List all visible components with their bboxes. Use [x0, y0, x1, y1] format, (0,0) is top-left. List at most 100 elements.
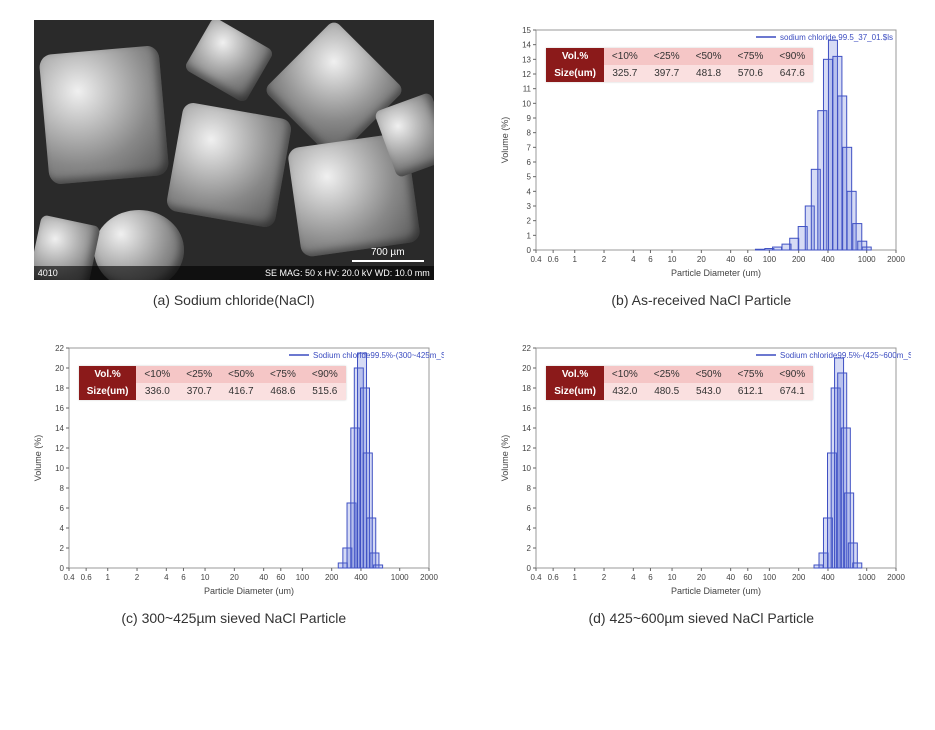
table-cell: 432.0 [604, 383, 646, 400]
chart-c: 02468101214161820220.40.6124610204060100… [24, 338, 444, 598]
svg-text:7: 7 [527, 143, 532, 152]
svg-text:sodium chloride 99.5_37_01.$ls: sodium chloride 99.5_37_01.$ls [780, 33, 893, 42]
svg-text:Volume (%): Volume (%) [500, 117, 510, 164]
svg-text:1: 1 [527, 231, 532, 240]
svg-text:2000: 2000 [420, 573, 438, 582]
panel-c: 02468101214161820220.40.6124610204060100… [20, 338, 448, 626]
table-cell: 515.6 [304, 383, 346, 400]
inset-table-d: Vol.%<10%<25%<50%<75%<90%Size(um)432.048… [546, 366, 813, 400]
svg-text:Volume (%): Volume (%) [33, 435, 43, 482]
svg-text:4: 4 [527, 524, 532, 533]
inset-table-b: Vol.%<10%<25%<50%<75%<90%Size(um)325.739… [546, 48, 813, 82]
chart-b: 01234567891011121314150.40.6124610204060… [491, 20, 911, 280]
svg-text:200: 200 [325, 573, 339, 582]
svg-text:14: 14 [55, 424, 64, 433]
svg-text:60: 60 [276, 573, 285, 582]
svg-text:100: 100 [763, 573, 777, 582]
caption-b: (b) As-received NaCl Particle [611, 292, 791, 308]
svg-text:20: 20 [697, 255, 706, 264]
table-cell: 543.0 [688, 383, 730, 400]
svg-text:14: 14 [522, 41, 531, 50]
svg-text:3: 3 [527, 202, 532, 211]
svg-text:0.6: 0.6 [80, 573, 92, 582]
svg-text:2: 2 [527, 544, 532, 553]
svg-text:5: 5 [527, 173, 532, 182]
svg-text:20: 20 [55, 364, 64, 373]
svg-text:0.6: 0.6 [548, 255, 560, 264]
table-cell: <10% [136, 366, 178, 383]
svg-text:10: 10 [668, 573, 677, 582]
svg-text:Volume (%): Volume (%) [500, 435, 510, 482]
svg-text:400: 400 [822, 573, 836, 582]
svg-text:1000: 1000 [858, 255, 876, 264]
svg-text:100: 100 [763, 255, 777, 264]
svg-text:1000: 1000 [858, 573, 876, 582]
table-cell: 370.7 [178, 383, 220, 400]
svg-text:10: 10 [200, 573, 209, 582]
svg-text:8: 8 [527, 484, 532, 493]
table-cell: 468.6 [262, 383, 304, 400]
svg-text:16: 16 [522, 404, 531, 413]
svg-text:6: 6 [648, 573, 653, 582]
table-cell: <25% [646, 48, 688, 65]
table-cell: 674.1 [771, 383, 813, 400]
table-cell: <50% [220, 366, 262, 383]
svg-text:10: 10 [522, 464, 531, 473]
sem-image: 700 µm 4010 SE MAG: 50 x HV: 20.0 kV WD:… [34, 20, 434, 280]
caption-d: (d) 425~600µm sieved NaCl Particle [588, 610, 814, 626]
table-cell: <10% [604, 366, 646, 383]
table-cell: <10% [604, 48, 646, 65]
svg-text:9: 9 [527, 114, 532, 123]
caption-a: (a) Sodium chloride(NaCl) [153, 292, 315, 308]
table-header-size: Size(um) [546, 383, 604, 400]
svg-text:20: 20 [522, 364, 531, 373]
svg-text:2: 2 [602, 255, 607, 264]
table-cell: <25% [178, 366, 220, 383]
svg-text:40: 40 [726, 255, 735, 264]
svg-text:10: 10 [668, 255, 677, 264]
svg-text:60: 60 [744, 255, 753, 264]
svg-text:8: 8 [59, 484, 64, 493]
sem-scale-label: 700 µm [371, 247, 405, 258]
sem-scale: 700 µm [352, 247, 424, 262]
svg-text:4: 4 [59, 524, 64, 533]
svg-text:2: 2 [59, 544, 64, 553]
svg-text:1000: 1000 [391, 573, 409, 582]
sem-footer-right: SE MAG: 50 x HV: 20.0 kV WD: 10.0 mm [265, 268, 430, 278]
table-cell: <75% [262, 366, 304, 383]
svg-text:2: 2 [602, 573, 607, 582]
svg-text:1: 1 [105, 573, 110, 582]
svg-text:0: 0 [527, 246, 532, 255]
svg-text:12: 12 [55, 444, 64, 453]
svg-text:0: 0 [59, 564, 64, 573]
svg-text:18: 18 [55, 384, 64, 393]
table-header-size: Size(um) [79, 383, 137, 400]
svg-text:1: 1 [573, 255, 578, 264]
table-cell: 325.7 [604, 65, 646, 82]
svg-text:0.4: 0.4 [63, 573, 75, 582]
svg-text:2: 2 [135, 573, 140, 582]
svg-text:13: 13 [522, 55, 531, 64]
table-cell: 336.0 [136, 383, 178, 400]
svg-text:6: 6 [648, 255, 653, 264]
svg-text:400: 400 [354, 573, 368, 582]
svg-text:14: 14 [522, 424, 531, 433]
table-cell: <90% [304, 366, 346, 383]
svg-text:2000: 2000 [887, 573, 905, 582]
svg-text:6: 6 [59, 504, 64, 513]
svg-text:200: 200 [792, 573, 806, 582]
sem-footer: 4010 SE MAG: 50 x HV: 20.0 kV WD: 10.0 m… [34, 266, 434, 280]
svg-text:4: 4 [164, 573, 169, 582]
table-cell: 416.7 [220, 383, 262, 400]
svg-text:Particle Diameter (um): Particle Diameter (um) [671, 268, 761, 278]
table-header-vol: Vol.% [546, 48, 604, 65]
svg-text:10: 10 [55, 464, 64, 473]
svg-text:Particle Diameter (um): Particle Diameter (um) [204, 586, 294, 596]
table-cell: 397.7 [646, 65, 688, 82]
svg-text:18: 18 [522, 384, 531, 393]
svg-text:12: 12 [522, 444, 531, 453]
svg-text:4: 4 [631, 573, 636, 582]
svg-text:40: 40 [259, 573, 268, 582]
svg-text:0.6: 0.6 [548, 573, 560, 582]
table-cell: 480.5 [646, 383, 688, 400]
